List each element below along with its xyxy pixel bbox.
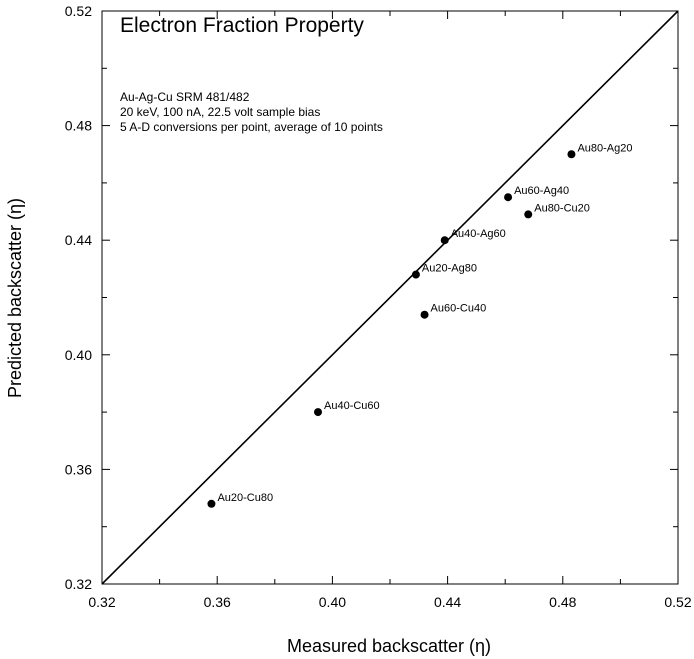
y-tick-label: 0.36 [65,461,92,477]
y-tick-label: 0.48 [65,118,92,134]
y-tick-label: 0.32 [65,576,92,592]
point-label: Au40-Cu60 [324,400,380,412]
reference-line [101,10,679,585]
y-tick-label: 0.40 [65,347,92,363]
chart-title: Electron Fraction Property [120,14,364,37]
reference-line-group [101,10,679,585]
axes: 0.32 0.36 0.40 0.44 0.48 0.52 0.32 0.36 0.40 0.44… [65,3,692,610]
point-label: Au20-Ag80 [422,263,477,275]
annotation-line-2: 20 keV, 100 nA, 22.5 volt sample bias [120,105,320,119]
x-tick-label: 0.44 [434,594,461,610]
annotation-line-3: 5 A-D conversions per point, average of … [120,120,383,134]
point-label: Au40-Ag60 [451,228,506,240]
point-label: Au80-Cu20 [534,202,590,214]
data-point [524,210,533,219]
x-tick-label: 0.52 [664,594,691,610]
point-label: Au20-Cu80 [217,492,273,504]
x-axis-title: Measured backscatter (η) [287,636,491,656]
data-point [207,499,216,508]
y-tick-label: 0.44 [65,232,92,248]
data-point [420,310,429,319]
data-point [314,408,322,417]
point-label: Au60-Ag40 [514,185,569,197]
points-group [207,150,576,508]
annotation-line-1: Au-Ag-Cu SRM 481/482 [120,90,250,104]
y-tick-label: 0.52 [65,3,92,19]
x-tick-label: 0.40 [319,594,346,610]
data-point [504,193,513,202]
point-labels-group: Au20-Cu80 Au40-Cu60 Au20-Ag80 Au60-Cu40 Au40… [217,142,632,504]
point-label: Au80-Ag20 [577,142,632,154]
data-point [440,236,449,245]
point-label: Au60-Cu40 [431,303,487,315]
y-axis-title: Predicted backscatter (η) [5,198,25,398]
data-point [411,270,420,279]
data-point [567,150,576,159]
x-tick-label: 0.48 [549,594,576,610]
x-tick-label: 0.36 [204,594,231,610]
x-tick-label: 0.32 [88,594,115,610]
